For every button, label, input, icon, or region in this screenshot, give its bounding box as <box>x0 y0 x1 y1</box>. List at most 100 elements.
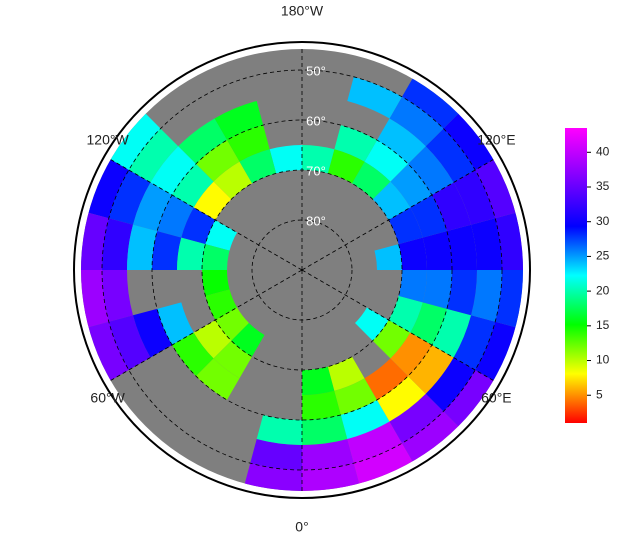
data-cell <box>215 307 249 341</box>
data-cell <box>132 182 173 232</box>
data-cell <box>193 181 232 220</box>
data-cell <box>475 157 520 219</box>
data-cell <box>425 128 476 183</box>
data-cell <box>471 270 502 322</box>
data-cell <box>471 218 502 270</box>
longitude-label: 120°E <box>477 132 515 148</box>
colorbar-tick-label: 40 <box>596 144 610 158</box>
data-cell <box>177 237 206 270</box>
colorbar <box>565 128 587 423</box>
latitude-label: 60° <box>306 113 326 128</box>
data-cell <box>390 163 432 208</box>
data-cell <box>108 170 151 225</box>
data-cell <box>355 307 389 341</box>
data-cell <box>353 443 415 488</box>
data-cell <box>388 295 423 333</box>
latitude-label: 50° <box>306 63 326 78</box>
data-cell <box>107 110 161 170</box>
longitude-label: 120°W <box>87 132 130 148</box>
data-cell <box>84 321 129 383</box>
data-cell <box>402 75 462 129</box>
data-cell <box>256 414 302 445</box>
latitude-circle <box>151 119 453 421</box>
data-cell <box>443 370 497 430</box>
data-cell <box>389 393 444 444</box>
data-cell <box>364 140 409 182</box>
data-cell <box>302 366 335 395</box>
data-cell <box>172 332 214 377</box>
data-cell <box>347 76 402 119</box>
data-cell <box>377 376 426 422</box>
data-cell <box>374 244 402 270</box>
latitude-circle <box>101 69 503 471</box>
data-cell <box>202 270 230 296</box>
colorbar-tick-label: 5 <box>596 387 603 401</box>
data-cell <box>398 237 427 270</box>
data-cell <box>172 163 214 208</box>
colorbar-ticks: 5 10 15 20 25 30 35 40 <box>587 144 610 401</box>
data-cell <box>302 414 348 445</box>
data-cell <box>372 320 411 359</box>
data-cell <box>334 125 377 162</box>
data-cell <box>231 323 265 357</box>
data-cell <box>334 378 377 415</box>
colorbar-tick-label: 10 <box>596 353 610 367</box>
data-cell <box>410 195 447 238</box>
data-cell <box>205 289 238 320</box>
data-cell <box>302 145 335 174</box>
latitude-label: 80° <box>306 213 326 228</box>
data-cell <box>389 96 444 147</box>
data-cell <box>431 182 472 232</box>
data-cell <box>443 110 497 170</box>
data-cell <box>269 145 302 174</box>
data-cell <box>453 170 496 225</box>
data-cell <box>84 157 129 219</box>
data-cell <box>239 149 277 184</box>
longitude-label: 0° <box>295 519 308 535</box>
data-cell <box>408 146 454 195</box>
data-cell <box>302 439 354 470</box>
data-cell <box>102 270 133 322</box>
data-cell <box>422 231 452 270</box>
data-cell <box>152 231 182 270</box>
data-cell <box>390 332 432 377</box>
data-cell <box>213 161 252 200</box>
data-cell <box>431 308 472 358</box>
data-cell <box>157 302 194 345</box>
data-cell <box>453 315 496 370</box>
data-cell <box>202 244 230 270</box>
colorbar-tick-label: 30 <box>596 214 610 228</box>
data-cell <box>128 128 179 183</box>
data-cell <box>446 224 477 270</box>
meridian <box>106 157 303 271</box>
data-cell <box>410 302 447 345</box>
meridian <box>301 157 498 271</box>
data-cell <box>364 358 409 400</box>
data-cell <box>108 315 151 370</box>
data-cell <box>377 118 426 164</box>
data-cell <box>213 340 252 379</box>
data-cell <box>102 218 133 270</box>
data-cell <box>446 270 477 316</box>
data-cell <box>340 399 390 440</box>
data-layer <box>81 75 523 491</box>
data-cell <box>422 270 452 309</box>
longitude-label: 60°E <box>481 390 512 406</box>
data-cell <box>181 207 216 245</box>
data-cell <box>127 224 158 270</box>
data-cell <box>195 140 240 182</box>
colorbar-tick-label: 35 <box>596 179 610 193</box>
data-cell <box>398 270 427 303</box>
data-cell <box>132 308 173 358</box>
data-cell <box>205 220 238 251</box>
data-cell <box>347 421 402 464</box>
data-cell <box>327 356 365 391</box>
data-cell <box>402 411 462 465</box>
longitude-label: 180°W <box>281 3 324 19</box>
data-cell <box>193 320 232 359</box>
longitude-label: 60°W <box>90 390 125 406</box>
meridian <box>301 269 498 383</box>
colorbar-tick-label: 25 <box>596 249 610 263</box>
data-cell <box>250 439 302 470</box>
meridian <box>106 269 303 383</box>
